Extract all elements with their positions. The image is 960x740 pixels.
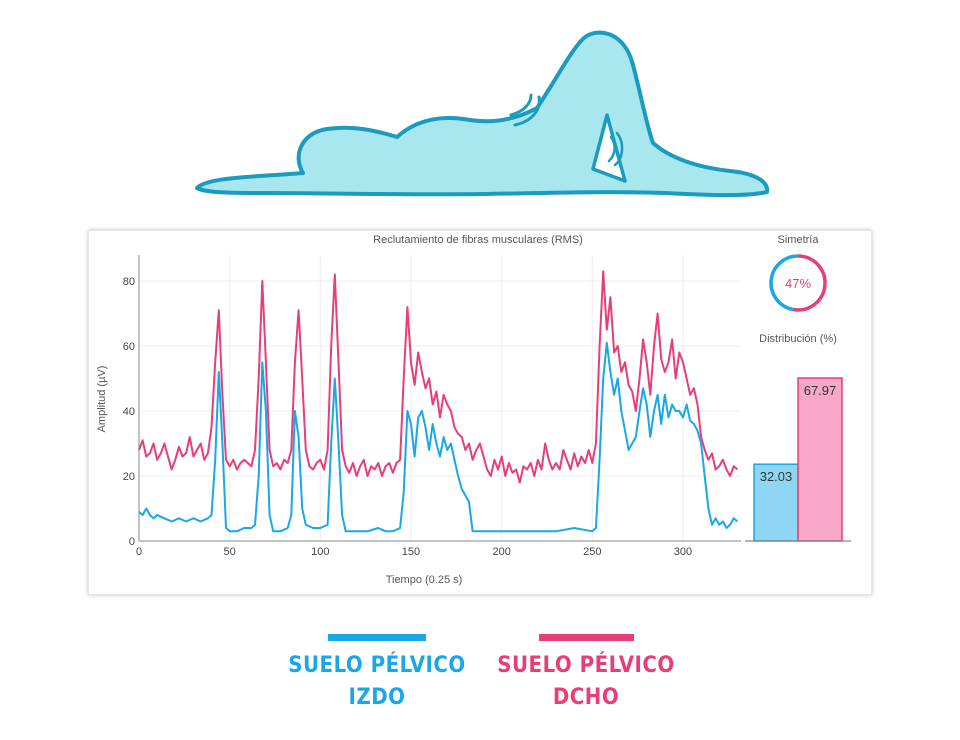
x-tick-label: 100 <box>311 546 329 558</box>
distribution-bar-izdo <box>753 463 799 542</box>
axes: 0 50 100 150 200 250 300 0 20 40 60 80 <box>123 255 741 558</box>
y-axis-label: Amplitud (µV) <box>96 366 108 433</box>
chart-title: Reclutamiento de fibras musculares (RMS) <box>373 234 583 246</box>
legend-right-line <box>539 634 634 641</box>
series-line-dcho <box>138 270 739 484</box>
series-line-izdo <box>138 341 739 533</box>
y-tick-label: 80 <box>123 276 135 288</box>
x-tick-label: 300 <box>674 546 692 558</box>
legend-left-line <box>328 634 426 641</box>
distribution-bar-chart: 32.03 67.97 <box>745 377 851 542</box>
chart-panel: 0 50 100 150 200 250 300 0 20 40 60 80 Reclutamient… <box>88 230 872 595</box>
pelvic-floor-exercise-illustration <box>195 30 770 198</box>
y-tick-label: 40 <box>123 406 135 418</box>
legend-right-label: SUELO PÉLVICO DCHO <box>476 650 696 714</box>
x-tick-label: 250 <box>583 546 601 558</box>
y-tick-label: 20 <box>123 471 135 483</box>
vibration-waves-right-icon <box>607 131 624 167</box>
symmetry-title: Simetría <box>778 234 820 246</box>
gauge-arc-dcho <box>792 254 827 312</box>
gauge-arc-izdo <box>769 254 799 312</box>
grid-lines <box>138 255 741 541</box>
y-tick-label: 60 <box>123 341 135 353</box>
distribution-bar-label-izdo: 32.03 <box>760 469 793 484</box>
x-axis-label: Tiempo (0.25 s) <box>386 574 463 586</box>
series-layer <box>138 270 739 533</box>
lying-figure <box>195 30 770 198</box>
distribution-title: Distribución (%) <box>759 333 837 345</box>
x-tick-label: 50 <box>224 546 236 558</box>
vibration-waves-left-icon <box>509 93 541 127</box>
distribution-bar-dcho <box>797 377 843 542</box>
symmetry-value: 47% <box>785 276 811 291</box>
symmetry-gauge <box>769 254 827 312</box>
legend-left-line2: IZDO <box>348 685 406 710</box>
legend-right-line1: SUELO PÉLVICO <box>497 653 675 678</box>
legend-left-line1: SUELO PÉLVICO <box>288 653 466 678</box>
distribution-bar-label-dcho: 67.97 <box>804 383 837 398</box>
legend-left-label: SUELO PÉLVICO IZDO <box>267 650 487 714</box>
x-tick-label: 150 <box>402 546 420 558</box>
chart-canvas: 0 50 100 150 200 250 300 0 20 40 60 80 Reclutamient… <box>96 234 851 586</box>
x-tick-label: 200 <box>492 546 510 558</box>
legend-right-line2: DCHO <box>552 685 620 710</box>
y-tick-label: 0 <box>129 536 135 548</box>
x-tick-label: 0 <box>136 546 142 558</box>
